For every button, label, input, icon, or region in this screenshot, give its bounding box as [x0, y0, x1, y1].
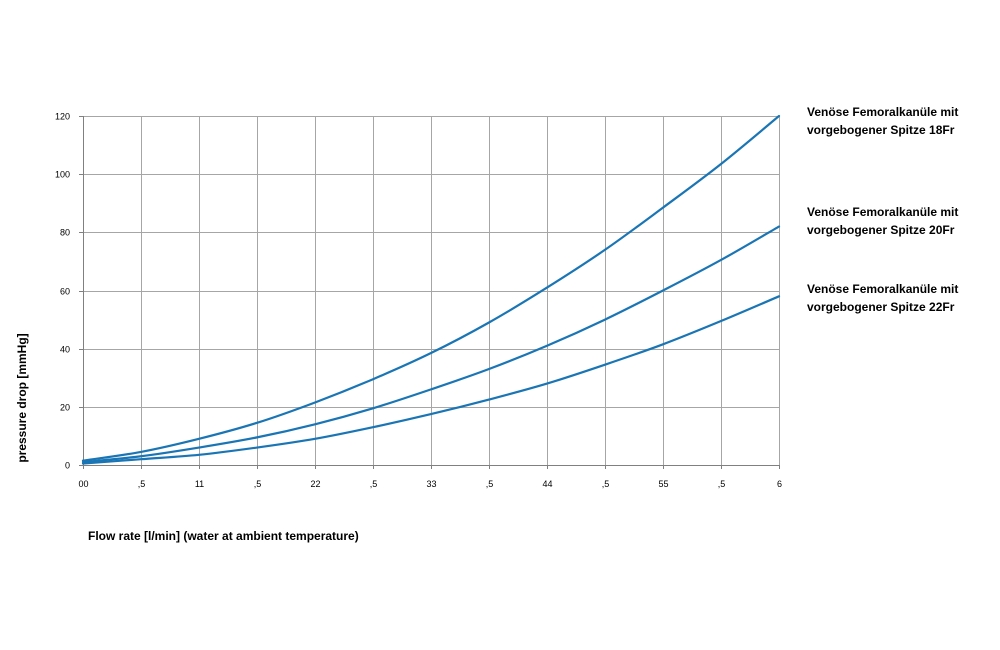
- legend-entry-18fr: Venöse Femoralkanüle mit vorgebogener Sp…: [807, 105, 959, 137]
- x-tick-label: 22: [310, 479, 320, 489]
- y-tick-label: 120: [55, 112, 70, 122]
- y-tick-label: 0: [65, 461, 70, 471]
- x-tick-label: 44: [542, 479, 552, 489]
- x-tick-labels: 00 ,5 11 ,5 22 ,5 33 ,5 44 ,5 55 ,5 6: [78, 479, 782, 489]
- legend-entry-20fr: Venöse Femoralkanüle mit vorgebogener Sp…: [807, 205, 959, 237]
- series-line-18fr: [81, 114, 781, 462]
- axes: [79, 116, 780, 469]
- x-tick-label: ,5: [718, 479, 726, 489]
- y-axis-label: pressure drop [mmHg]: [15, 333, 29, 462]
- legend-entry-22fr: Venöse Femoralkanüle mit vorgebogener Sp…: [807, 282, 959, 314]
- y-tick-label: 80: [60, 228, 70, 238]
- series-line-22fr: [81, 295, 781, 465]
- y-tick-label: 40: [60, 345, 70, 355]
- x-tick-label: ,5: [254, 479, 262, 489]
- x-tick-label: 6: [777, 479, 782, 489]
- x-tick-label: ,5: [486, 479, 494, 489]
- x-axis-label: Flow rate [l/min] (water at ambient temp…: [88, 529, 359, 543]
- x-tick-label: ,5: [602, 479, 610, 489]
- x-tick-label: 33: [426, 479, 436, 489]
- x-tick-label: 00: [78, 479, 88, 489]
- y-tick-labels: 0 20 40 60 80 100 120: [55, 112, 70, 471]
- x-tick-label: ,5: [370, 479, 378, 489]
- x-tick-label: 55: [658, 479, 668, 489]
- x-tick-label: 11: [195, 479, 204, 489]
- x-tick-label: ,5: [138, 479, 146, 489]
- y-tick-label: 100: [55, 170, 70, 180]
- y-tick-label: 20: [60, 403, 70, 413]
- series-line-20fr: [81, 225, 781, 464]
- y-tick-label: 60: [60, 287, 70, 297]
- series-lines: [81, 114, 781, 465]
